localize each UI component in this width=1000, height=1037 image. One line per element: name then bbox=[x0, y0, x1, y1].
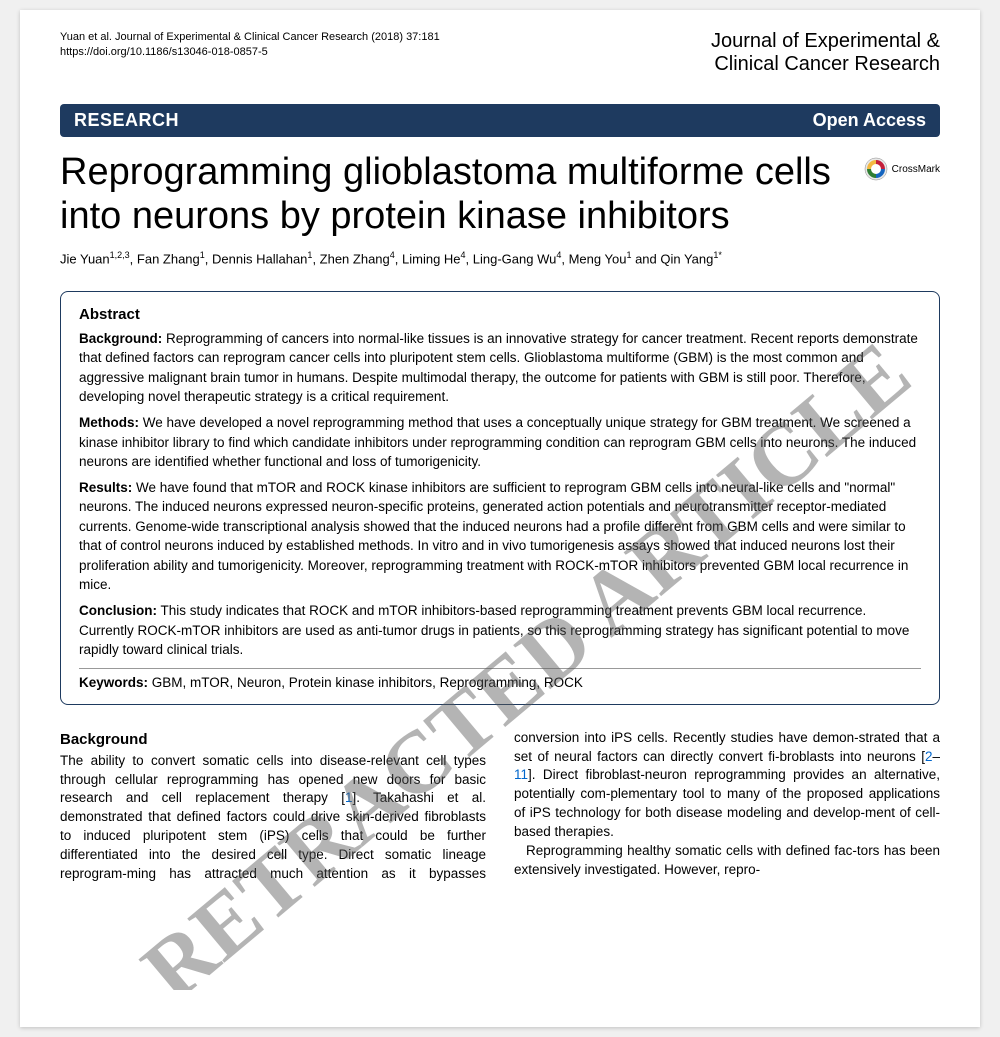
abstract-heading: Abstract bbox=[79, 306, 921, 323]
journal-name: Journal of Experimental & Clinical Cance… bbox=[711, 30, 940, 76]
abs-results-text: We have found that mTOR and ROCK kinase … bbox=[79, 480, 908, 593]
body-paragraph-2: Reprogramming healthy somatic cells with… bbox=[514, 842, 940, 880]
crossmark-label: CrossMark bbox=[892, 164, 940, 175]
abs-keywords-label: Keywords: bbox=[79, 675, 148, 690]
article-title: Reprogramming glioblastoma multiforme ce… bbox=[60, 151, 852, 238]
ref-link-2b[interactable]: 11 bbox=[514, 767, 528, 782]
article-type-banner: RESEARCH Open Access bbox=[60, 104, 940, 137]
article-page: Yuan et al. Journal of Experimental & Cl… bbox=[20, 10, 980, 1027]
body-columns: Background The ability to convert somati… bbox=[60, 729, 940, 884]
abs-methods-label: Methods: bbox=[79, 415, 139, 430]
journal-line-2: Clinical Cancer Research bbox=[711, 53, 940, 76]
journal-line-1: Journal of Experimental & bbox=[711, 30, 940, 53]
abstract-box: Abstract Background: Reprogramming of ca… bbox=[60, 291, 940, 705]
header-row: Yuan et al. Journal of Experimental & Cl… bbox=[60, 30, 940, 76]
abstract-background: Background: Reprogramming of cancers int… bbox=[79, 329, 921, 407]
abstract-results: Results: We have found that mTOR and ROC… bbox=[79, 478, 921, 595]
abs-conclusion-text: This study indicates that ROCK and mTOR … bbox=[79, 603, 909, 657]
abstract-keywords: Keywords: GBM, mTOR, Neuron, Protein kin… bbox=[79, 668, 921, 690]
banner-left: RESEARCH bbox=[74, 110, 179, 131]
crossmark-icon bbox=[864, 157, 888, 181]
abs-results-label: Results: bbox=[79, 480, 132, 495]
background-heading: Background bbox=[60, 729, 486, 750]
abstract-methods: Methods: We have developed a novel repro… bbox=[79, 413, 921, 472]
abs-background-text: Reprogramming of cancers into normal-lik… bbox=[79, 331, 918, 405]
citation-block: Yuan et al. Journal of Experimental & Cl… bbox=[60, 30, 440, 60]
crossmark-badge[interactable]: CrossMark bbox=[864, 157, 940, 181]
authors-line: Jie Yuan1,2,3, Fan Zhang1, Dennis Hallah… bbox=[60, 250, 940, 266]
abs-keywords-text: GBM, mTOR, Neuron, Protein kinase inhibi… bbox=[148, 675, 583, 690]
abstract-conclusion: Conclusion: This study indicates that RO… bbox=[79, 601, 921, 660]
abs-background-label: Background: bbox=[79, 331, 162, 346]
citation-line-1: Yuan et al. Journal of Experimental & Cl… bbox=[60, 30, 440, 45]
abs-methods-text: We have developed a novel reprogramming … bbox=[79, 415, 916, 469]
title-row: Reprogramming glioblastoma multiforme ce… bbox=[60, 151, 940, 250]
abs-conclusion-label: Conclusion: bbox=[79, 603, 157, 618]
citation-line-2: https://doi.org/10.1186/s13046-018-0857-… bbox=[60, 45, 440, 60]
banner-right: Open Access bbox=[813, 110, 926, 131]
